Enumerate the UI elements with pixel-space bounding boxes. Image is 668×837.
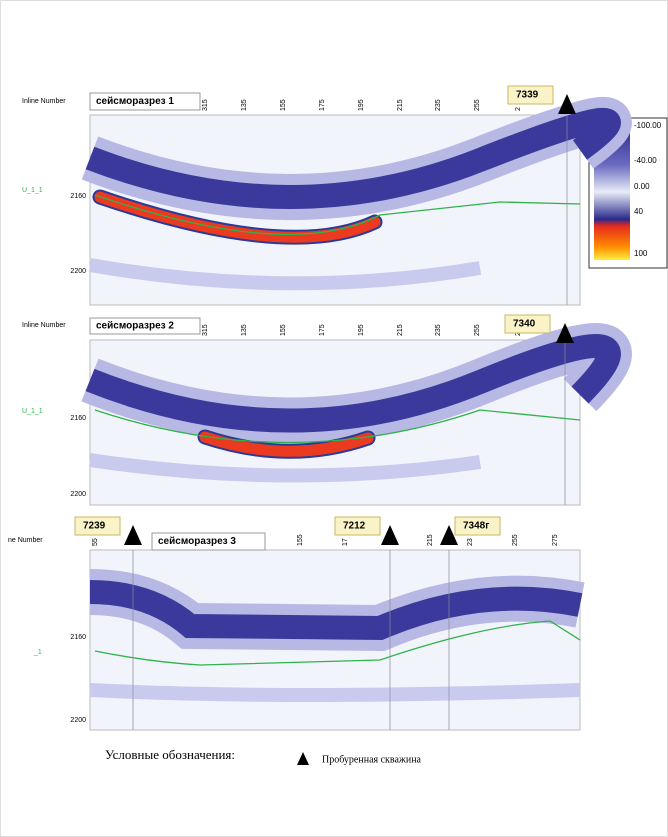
inline-tick: 315 <box>202 324 209 336</box>
horizon-label: U_1_1 <box>22 408 43 415</box>
inline-tick: 175 <box>319 99 326 111</box>
inline-tick: 155 <box>280 99 287 111</box>
axis-label: Inline Number <box>22 322 66 329</box>
well-marker <box>124 525 142 545</box>
inline-tick: 215 <box>397 324 404 336</box>
inline-tick: 195 <box>358 99 365 111</box>
depth-label: 2160 <box>70 415 86 422</box>
inline-tick: 2 <box>515 332 522 336</box>
horizon-line <box>94 620 581 666</box>
depth-label: 2160 <box>70 634 86 641</box>
anomaly <box>199 431 374 457</box>
inline-tick: 235 <box>435 324 442 336</box>
inline-tick: 195 <box>358 324 365 336</box>
scale-label: -100.00 <box>634 121 662 130</box>
inline-tick: 135 <box>241 99 248 111</box>
inline-tick: 55 <box>92 538 99 546</box>
inline-tick: 215 <box>427 534 434 546</box>
well-label: 7348г <box>463 521 489 532</box>
reflector-lower <box>88 453 482 483</box>
horizon-line <box>94 409 581 444</box>
axis-label: ne Number <box>8 537 43 544</box>
well-marker <box>558 94 576 114</box>
title-box <box>89 92 201 111</box>
horizon-label: _1 <box>33 649 42 656</box>
well-label: 7339 <box>516 90 539 101</box>
inline-tick: 315 <box>202 99 209 111</box>
well-box <box>334 516 381 536</box>
well-marker <box>381 525 399 545</box>
inline-tick: 2 <box>515 107 522 111</box>
title-box <box>89 317 201 335</box>
footer-item: Пробуренная скважина <box>322 754 422 765</box>
inline-tick: 23 <box>467 538 474 546</box>
section-title: сейсморазрез 1 <box>96 96 174 107</box>
reflector <box>89 580 583 641</box>
inline-tick: 155 <box>297 534 304 546</box>
footer-label: Условные обозначения: <box>105 747 235 762</box>
section-title: сейсморазрез 2 <box>96 321 174 332</box>
well-box <box>504 314 551 334</box>
scale-label: -40.00 <box>634 156 657 165</box>
title-box <box>151 532 266 551</box>
well-box <box>507 85 554 105</box>
well-label: 7212 <box>343 521 366 532</box>
reflector-lower <box>88 258 482 291</box>
inline-tick: 215 <box>397 99 404 111</box>
depth-label: 2200 <box>70 717 86 724</box>
horizon-line <box>94 194 581 235</box>
reflector <box>85 107 621 209</box>
axis-label: Inline Number <box>22 98 66 105</box>
inline-tick: 255 <box>474 324 481 336</box>
well-marker <box>556 323 574 343</box>
inline-tick: 235 <box>435 99 442 111</box>
reflector-lower <box>89 683 581 702</box>
inline-tick: 17 <box>342 538 349 546</box>
well-icon <box>297 752 309 765</box>
scale-label: 0.00 <box>634 182 650 191</box>
well-marker <box>440 525 458 545</box>
inline-tick: 255 <box>512 534 519 546</box>
section-title: сейсморазрез 3 <box>158 536 236 547</box>
inline-tick: 155 <box>280 324 287 336</box>
depth-label: 2160 <box>70 193 86 200</box>
well-box <box>454 516 501 536</box>
well-label: 7340 <box>513 319 536 330</box>
horizon-label: U_1_1 <box>22 187 43 194</box>
inline-tick: 175 <box>319 324 326 336</box>
scale-label: 100 <box>634 249 648 258</box>
reflector <box>85 334 621 433</box>
inline-tick: 255 <box>474 99 481 111</box>
depth-label: 2200 <box>70 491 86 498</box>
well-box <box>74 516 121 536</box>
well-label: 7239 <box>83 521 106 532</box>
scale-label: 40 <box>634 207 643 216</box>
depth-label: 2200 <box>70 268 86 275</box>
inline-tick: 135 <box>241 324 248 336</box>
inline-tick: 275 <box>552 534 559 546</box>
